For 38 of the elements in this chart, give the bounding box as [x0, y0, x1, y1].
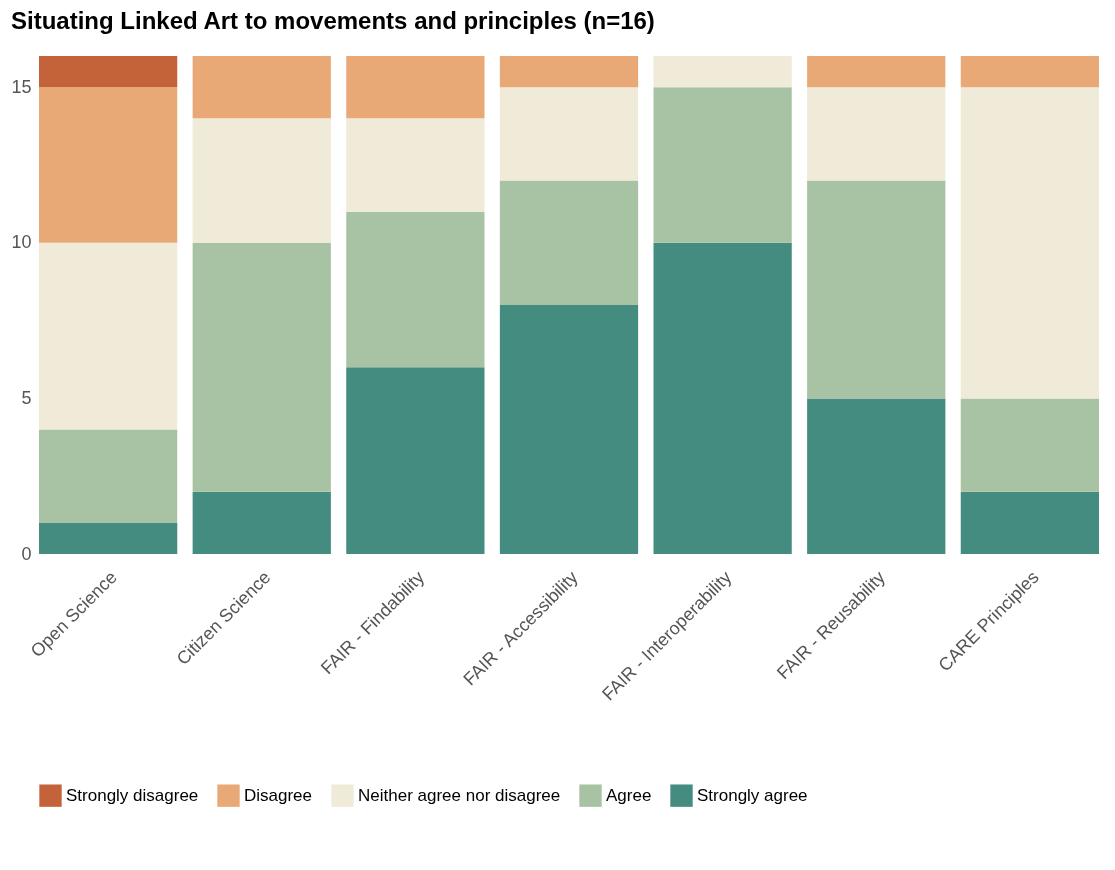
bar [499, 87, 639, 181]
bar [499, 305, 639, 554]
bar [653, 87, 792, 243]
bar [807, 398, 946, 554]
bar [39, 242, 178, 430]
legend-label: Strongly agree [697, 785, 808, 805]
bar [807, 87, 946, 181]
bar [653, 56, 792, 88]
legend-label: Disagree [244, 785, 313, 805]
legend-label: Neither agree nor disagree [358, 785, 561, 805]
chart-title: Situating Linked Art to movements and principles (n=16) [10, 7, 655, 34]
bar [346, 211, 485, 368]
bar [192, 242, 331, 492]
bar [499, 180, 639, 305]
y-tick-label: 5 [21, 387, 32, 408]
bar [807, 56, 946, 88]
legend-label: Strongly disagree [66, 785, 199, 805]
bar [192, 118, 331, 243]
bar [807, 180, 946, 399]
y-tick-label: 0 [21, 543, 32, 564]
bar [346, 367, 485, 554]
bar [39, 522, 178, 554]
bar [346, 56, 485, 119]
bar [499, 56, 639, 88]
bar [39, 429, 178, 523]
legend-label: Agree [606, 785, 652, 805]
bar [192, 491, 331, 554]
bar [192, 56, 331, 119]
bar [960, 491, 1099, 554]
y-tick-label: 10 [11, 232, 32, 253]
bar [346, 118, 485, 212]
bar [39, 87, 178, 243]
bar [960, 87, 1099, 399]
bar [960, 398, 1099, 492]
bar [39, 56, 178, 88]
y-tick-label: 15 [11, 76, 32, 97]
bar [960, 56, 1099, 88]
bar [653, 242, 792, 554]
